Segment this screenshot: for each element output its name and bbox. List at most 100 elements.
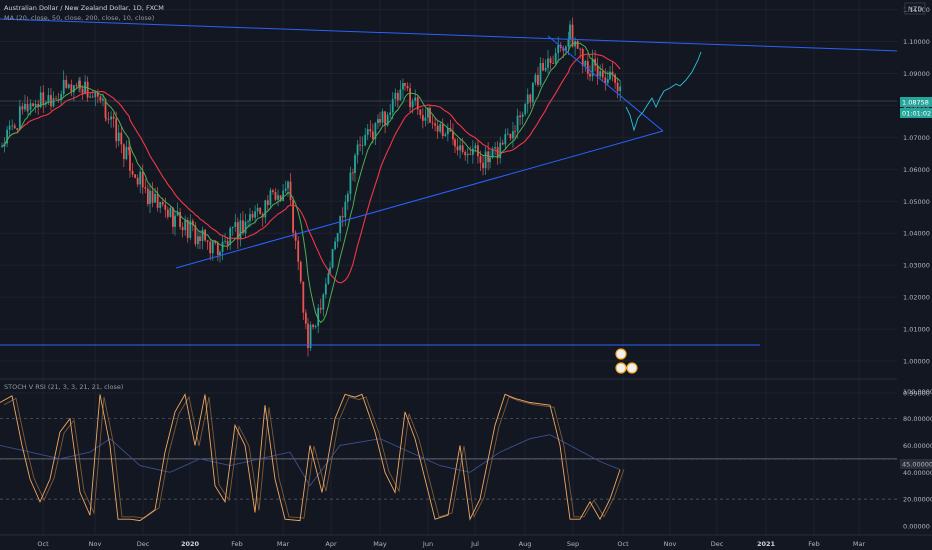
candle-body [102, 98, 104, 101]
price-scale[interactable] [897, 0, 932, 550]
candle-body [34, 103, 37, 107]
candle-body [181, 227, 184, 231]
candle-body [459, 145, 461, 151]
candle-body [282, 190, 285, 202]
candle-body [115, 118, 118, 142]
candle-body [564, 46, 567, 51]
candle-body [394, 92, 397, 99]
candle-body [146, 188, 149, 204]
candle-body [199, 236, 201, 242]
countdown-tag [900, 108, 932, 118]
time-tick-label: Sep [567, 540, 579, 548]
candle-body [91, 96, 94, 98]
candle-body [474, 145, 477, 149]
candle-body [377, 119, 379, 124]
candle-body [179, 212, 181, 228]
candle-body [356, 144, 359, 156]
candle-body [574, 41, 576, 47]
candle-body [571, 24, 574, 47]
event-icon[interactable] [627, 363, 637, 373]
event-icon[interactable] [616, 349, 626, 359]
candle-body [211, 240, 214, 254]
candle-body [8, 125, 11, 130]
projection-path[interactable] [625, 51, 702, 132]
candle-body [619, 86, 622, 92]
candle-body [549, 58, 552, 64]
symbol-title[interactable]: Australian Dollar / New Zealand Dollar, … [4, 4, 164, 12]
candle-body [224, 240, 226, 242]
candle-body [197, 236, 199, 245]
candle-body [581, 49, 584, 66]
candle-body [601, 71, 604, 78]
candle-body [186, 219, 189, 238]
descending-trendline[interactable] [547, 35, 664, 132]
candle-body [349, 172, 352, 194]
candle-body [604, 77, 607, 84]
ma-legend[interactable]: MA (20, close, 50, close, 200, close, 10… [4, 14, 154, 22]
candle-body [73, 85, 75, 93]
candle-body [409, 88, 411, 108]
candle-body [169, 207, 172, 217]
candle-body [89, 96, 92, 98]
price-tick-label: 1.06000 [903, 166, 930, 174]
candle-body [156, 193, 159, 208]
price-tick-label: 1.00000 [903, 358, 930, 366]
candle-body [534, 74, 537, 83]
oscillator-legend[interactable]: STOCH V RSI (21, 3, 3, 21, 21, close) [4, 383, 123, 391]
time-tick-label: Dec [711, 540, 724, 548]
candle-body [526, 94, 529, 104]
event-icon[interactable] [616, 363, 626, 373]
candle-body [287, 181, 289, 189]
oscillator-axis-labels: 100.00000 80.00000 60.00000 40.00000 20.0000… [903, 388, 932, 530]
candle-body [21, 106, 24, 110]
candle-body [489, 157, 491, 163]
candle-body [609, 71, 611, 80]
candle-body [269, 190, 272, 206]
candle-body [599, 71, 602, 77]
price-tick-label: 1.11000 [903, 6, 930, 14]
candle-body [189, 220, 192, 238]
event-icons[interactable] [615, 348, 638, 374]
candle-body [166, 209, 169, 217]
candle-body [304, 312, 307, 324]
candle-body [131, 170, 134, 175]
time-tick-label: Apr [325, 540, 337, 548]
lower-trendline[interactable] [175, 130, 664, 269]
price-tick-label: 1.02000 [903, 294, 930, 302]
candle-body [209, 241, 212, 254]
candle-body [341, 216, 344, 218]
ma-20-line [1, 42, 621, 324]
candle-body [42, 92, 45, 105]
candle-body [239, 220, 242, 240]
candle-body [272, 190, 274, 192]
candle-body [427, 107, 429, 118]
oscillator-tick-label: 80.00000 [903, 415, 932, 423]
candle-body [94, 91, 97, 98]
oscillator-last-value: 45.00000 [902, 461, 932, 469]
oscillator-tick-label: 0.00000 [903, 522, 930, 530]
candle-body [419, 109, 422, 116]
candle-body [154, 193, 156, 203]
candle-body [399, 89, 402, 101]
time-tick-label: Jul [470, 540, 479, 548]
candle-body [329, 267, 331, 274]
candle-body [414, 97, 417, 101]
upper-trendline[interactable] [0, 18, 900, 52]
candle-body [361, 145, 364, 146]
time-tick-label: Jun [422, 540, 433, 548]
candle-body [531, 82, 534, 103]
last-price-tag [900, 97, 932, 107]
candle-body [47, 95, 50, 103]
candle-body [529, 94, 532, 103]
candle-body [172, 207, 174, 227]
time-tick-label: 2021 [757, 540, 776, 548]
candle-body [369, 129, 372, 132]
candle-body [299, 261, 302, 282]
currency-box[interactable] [904, 2, 926, 15]
oscillator-tick-label: 40.00000 [903, 469, 932, 477]
ma-50-line [1, 53, 621, 284]
candle-body [381, 111, 384, 123]
candle-body [557, 44, 560, 54]
